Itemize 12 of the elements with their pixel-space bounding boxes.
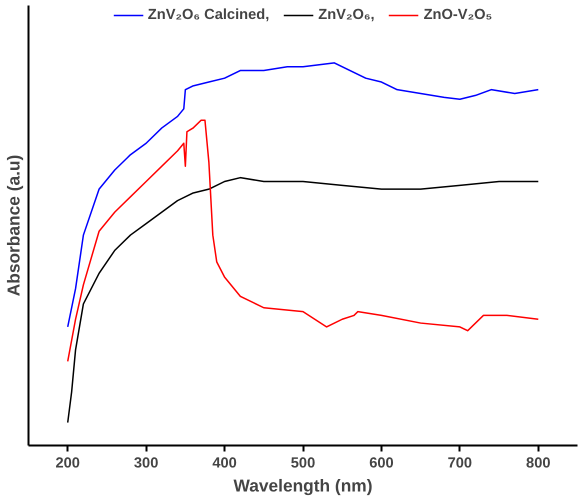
legend-label: ZnV₂O₆, [318, 7, 375, 23]
legend-label: ZnO-V₂O₅ [424, 7, 492, 23]
y-axis-title: Absorbance (a.u) [4, 154, 24, 296]
x-tick-label: 300 [134, 456, 158, 472]
x-tick-label: 400 [212, 456, 237, 472]
x-tick-label: 500 [290, 456, 316, 472]
legend-label: ZnV₂O₆ Calcined, [148, 7, 270, 23]
x-axis-title: Wavelength (nm) [234, 476, 372, 496]
x-tick-label: 600 [369, 456, 394, 472]
x-tick-label: 700 [448, 456, 472, 472]
x-tick-label: 800 [526, 456, 551, 472]
x-tick-label: 200 [55, 456, 80, 472]
